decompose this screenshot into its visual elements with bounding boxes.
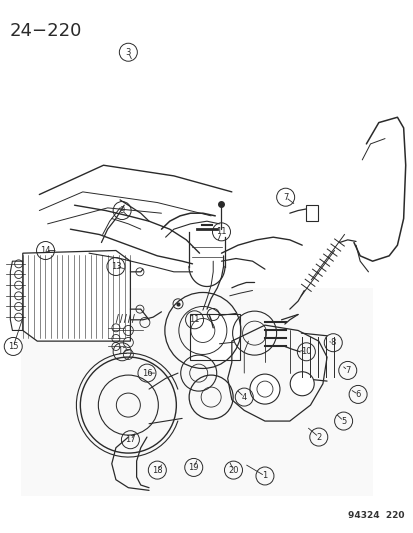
- Text: 4: 4: [241, 393, 246, 401]
- Text: 7: 7: [344, 366, 349, 375]
- Text: 19: 19: [188, 463, 199, 472]
- Text: 13: 13: [110, 262, 121, 271]
- Circle shape: [249, 374, 279, 404]
- Text: 2: 2: [316, 433, 320, 441]
- Text: 18: 18: [152, 466, 162, 474]
- Text: 14: 14: [40, 246, 51, 255]
- Text: 10: 10: [300, 348, 311, 356]
- Text: 15: 15: [8, 342, 19, 351]
- FancyBboxPatch shape: [21, 288, 372, 496]
- Text: 8: 8: [330, 338, 335, 347]
- Text: 94324  220: 94324 220: [348, 511, 404, 520]
- Text: 11: 11: [216, 228, 226, 236]
- Text: 24−220: 24−220: [10, 22, 82, 40]
- FancyBboxPatch shape: [306, 205, 318, 221]
- Text: 7: 7: [282, 193, 287, 201]
- Circle shape: [290, 372, 313, 396]
- Text: 1: 1: [262, 472, 267, 480]
- Text: 11: 11: [189, 316, 199, 324]
- Text: 16: 16: [141, 369, 152, 377]
- Text: 9: 9: [119, 206, 124, 215]
- Text: 17: 17: [125, 435, 135, 444]
- Text: 5: 5: [340, 417, 345, 425]
- FancyBboxPatch shape: [190, 314, 240, 360]
- Text: 12: 12: [116, 348, 127, 356]
- Text: 6: 6: [355, 390, 360, 399]
- Text: 3: 3: [126, 48, 131, 56]
- Polygon shape: [23, 251, 130, 341]
- Text: 20: 20: [228, 466, 238, 474]
